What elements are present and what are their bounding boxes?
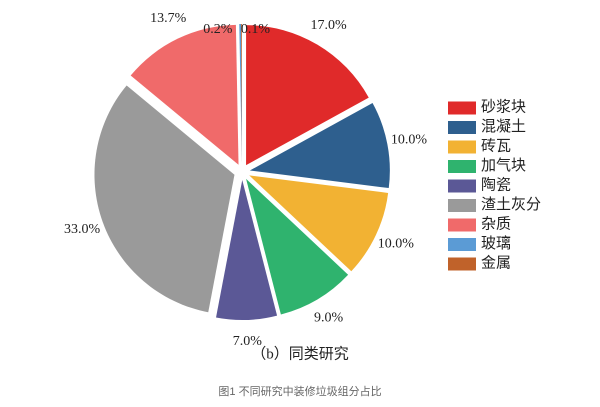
legend-label: 金属	[481, 254, 511, 271]
data-label: 7.0%	[233, 334, 263, 349]
pie-slice	[239, 24, 242, 165]
legend-label: 混凝土	[481, 118, 526, 135]
pie-slice	[130, 24, 239, 165]
data-label: 0.2%	[203, 22, 233, 37]
pie-slice	[241, 24, 242, 165]
data-label: 13.7%	[150, 11, 187, 26]
pie-slice	[246, 178, 349, 315]
pie-slice	[246, 25, 369, 166]
data-label: 9.0%	[314, 311, 344, 326]
chart-subtitle: （b）同类研究	[251, 345, 349, 362]
figure-caption: 图1 不同研究中装修垃圾组分占比	[218, 384, 381, 398]
pie-slice	[216, 179, 278, 320]
data-label: 17.0%	[310, 18, 347, 33]
legend-swatch	[448, 199, 476, 212]
data-label: 0.1%	[241, 22, 271, 37]
pie-slice	[249, 175, 389, 272]
legend-label: 杂质	[481, 215, 511, 232]
legend-swatch	[448, 257, 476, 271]
legend-swatch	[448, 238, 476, 251]
data-label: 10.0%	[391, 132, 428, 147]
legend-label: 陶瓷	[481, 176, 511, 193]
legend-swatch	[448, 121, 476, 134]
legend-label: 渣土灰分	[481, 196, 541, 213]
data-label: 10.0%	[378, 237, 415, 252]
legend-swatch	[448, 101, 476, 115]
legend-label: 砖瓦	[481, 137, 511, 154]
legend-label: 砂浆块	[481, 97, 526, 115]
pie-slice	[94, 85, 235, 313]
legend-swatch	[448, 218, 476, 232]
pie-slice	[249, 103, 390, 189]
legend-swatch	[448, 160, 476, 173]
data-label: 33.0%	[64, 222, 101, 237]
legend-label: 加气块	[481, 157, 526, 174]
legend-swatch	[448, 140, 476, 154]
legend-swatch	[448, 179, 476, 193]
legend-label: 玻璃	[481, 235, 511, 252]
